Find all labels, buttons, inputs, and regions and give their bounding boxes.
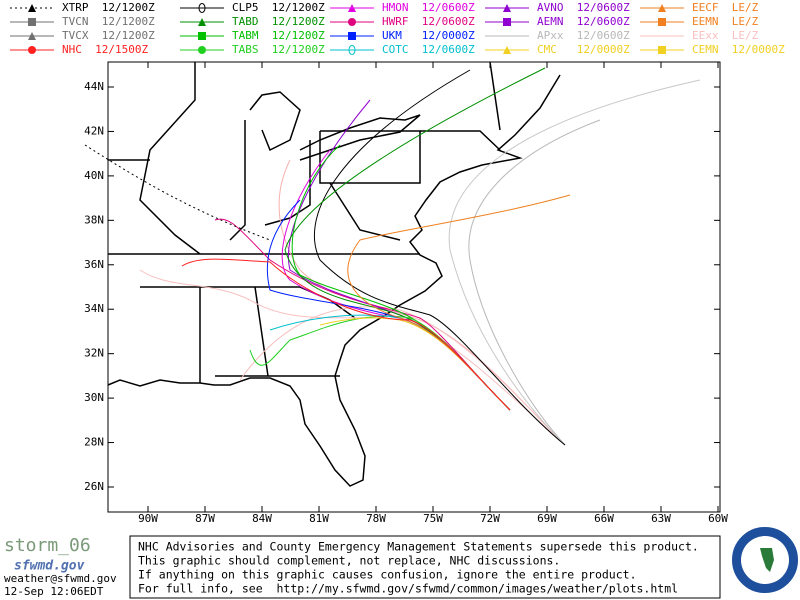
- notice-line: This graphic should complement, not repl…: [138, 554, 560, 568]
- axis-ticks: 90W 87W 84W 81W 78W 75W 72W 69W 66W 63W 60W 26N 28N 3…: [84, 62, 728, 525]
- legend-label: HWRF 12/0600Z: [382, 15, 475, 28]
- legend-label: UKM 12/0000Z: [382, 29, 475, 42]
- model-tracks: [84, 67, 701, 446]
- lon-tick-label: 66W: [594, 512, 614, 525]
- site-logo: sfwmd.gov: [14, 559, 85, 574]
- lat-tick-label: 40N: [84, 169, 104, 182]
- legend-marker: [198, 32, 206, 40]
- lat-tick-label: 42N: [84, 124, 104, 137]
- legend-marker: [658, 46, 666, 54]
- legend: XTRP 12/1200Z CLP5 12/1200Z HMON 12/0600Z A…: [10, 1, 785, 56]
- legend-marker: [28, 46, 36, 54]
- legend-marker: [348, 32, 356, 40]
- lon-tick-label: 60W: [708, 512, 728, 525]
- lon-tick-label: 84W: [252, 512, 272, 525]
- legend-label: APxx 12/0600Z: [537, 29, 630, 42]
- legend-label: AVNO 12/0600Z: [537, 1, 630, 14]
- legend-label: HMON 12/0600Z: [382, 1, 475, 14]
- legend-label: TVCN 12/1200Z: [62, 15, 155, 28]
- legend-marker: [198, 3, 206, 13]
- legend-marker: [348, 18, 356, 26]
- legend-label: CEMN 12/0000Z: [692, 43, 785, 56]
- lat-tick-label: 26N: [84, 480, 104, 493]
- legend-label: AEMN 12/0600Z: [537, 15, 630, 28]
- legend-marker: [503, 4, 511, 12]
- legend-label: COTC 12/0600Z: [382, 43, 475, 56]
- state-borders: [108, 61, 501, 383]
- notice: NHC Advisories and County Emergency Mana…: [138, 540, 699, 596]
- legend-marker: [658, 4, 666, 12]
- lat-tick-label: 36N: [84, 258, 104, 271]
- lon-tick-label: 81W: [309, 512, 329, 525]
- email: weather@sfwmd.gov: [4, 572, 117, 585]
- notice-line: For full info, see http://my.sfwmd.gov/s…: [138, 582, 678, 596]
- legend-marker: [198, 18, 206, 26]
- legend-label: TABD 12/1200Z: [232, 15, 325, 28]
- lat-tick-label: 34N: [84, 302, 104, 315]
- lon-tick-label: 90W: [138, 512, 158, 525]
- lat-tick-label: 28N: [84, 436, 104, 449]
- lat-tick-label: 32N: [84, 347, 104, 360]
- logo-florida: [760, 548, 774, 572]
- legend-label: NHC 12/1500Z: [62, 43, 148, 56]
- legend-marker: [503, 46, 511, 54]
- legend-label: TABS 12/1200Z: [232, 43, 325, 56]
- legend-marker: [658, 18, 666, 26]
- legend-label: XTRP 12/1200Z: [62, 1, 155, 14]
- footer: storm_06 sfwmd.gov weather@sfwmd.gov 12-…: [4, 525, 800, 599]
- lon-tick-label: 72W: [480, 512, 500, 525]
- product-name: storm_06: [4, 535, 91, 556]
- legend-label: CMC 12/0000Z: [537, 43, 630, 56]
- lon-tick-label: 87W: [195, 512, 215, 525]
- legend-marker: [28, 4, 36, 12]
- notice-line: NHC Advisories and County Emergency Mana…: [138, 540, 699, 554]
- timestamp: 12-Sep 12:06EDT: [4, 585, 104, 598]
- notice-line: If anything on this graphic causes confu…: [138, 568, 637, 582]
- legend-label: CLP5 12/1200Z: [232, 1, 325, 14]
- legend-label: TABM 12/1200Z: [232, 29, 325, 42]
- coastline: [107, 74, 561, 487]
- lon-tick-label: 78W: [366, 512, 386, 525]
- lon-tick-label: 63W: [651, 512, 671, 525]
- legend-label: EEMN LE/Z: [692, 15, 759, 28]
- notice-box: [129, 535, 721, 599]
- lat-tick-label: 44N: [84, 80, 104, 93]
- legend-label: EECF LE/Z: [692, 1, 759, 14]
- lon-tick-label: 69W: [537, 512, 557, 525]
- legend-marker: [198, 46, 206, 54]
- lat-tick-label: 38N: [84, 213, 104, 226]
- map: [84, 61, 721, 513]
- legend-label: EExx LE/Z: [692, 29, 759, 42]
- lon-tick-label: 75W: [423, 512, 443, 525]
- legend-label: TVCX 12/1200Z: [62, 29, 155, 42]
- legend-marker: [28, 32, 36, 40]
- legend-marker: [28, 18, 36, 26]
- legend-marker: [348, 4, 356, 12]
- legend-marker: [348, 45, 356, 55]
- legend-marker: [503, 18, 511, 26]
- lat-tick-label: 30N: [84, 391, 104, 404]
